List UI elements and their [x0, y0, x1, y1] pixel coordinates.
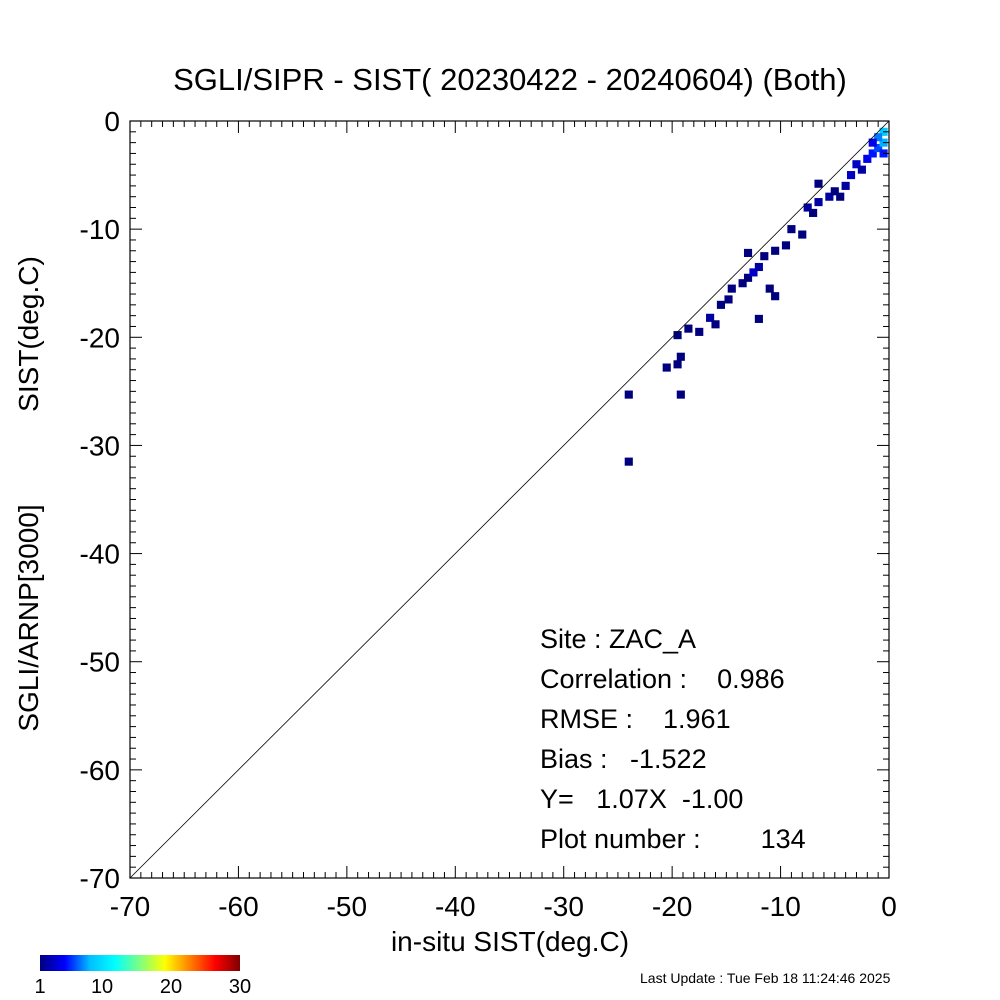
density-cell: [676, 352, 685, 361]
density-cell: [857, 165, 866, 174]
density-cell: [727, 284, 736, 293]
y-axis-label: SGLI/ARNP[3000] SIST(deg.C): [13, 256, 44, 731]
density-cell: [624, 457, 633, 466]
x-tick-label: -20: [652, 891, 692, 922]
density-cell: [706, 313, 715, 322]
x-tick-label: -70: [110, 891, 150, 922]
density-cell: [760, 252, 769, 261]
x-tick-label: -30: [543, 891, 583, 922]
density-cell: [787, 225, 796, 234]
colorbar-tick-label: 30: [229, 976, 251, 998]
density-cell: [738, 279, 747, 288]
x-axis-label: in-situ SIST(deg.C): [391, 926, 629, 957]
density-cell: [749, 268, 758, 277]
y-axis-label-line-2: SIST(deg.C): [13, 256, 44, 412]
y-tick-label: -50: [80, 647, 120, 678]
density-cell: [874, 143, 883, 153]
density-cell: [846, 171, 856, 180]
y-tick-label: -10: [80, 214, 120, 245]
density-cell: [684, 324, 693, 333]
density-cell: [716, 300, 726, 309]
colorbar-tick-label: 1: [34, 976, 45, 998]
density-cell: [863, 154, 872, 163]
last-update-text: Last Update : Tue Feb 18 11:24:46 2025: [640, 970, 891, 986]
stats-panel: Site : ZAC_A Correlation : 0.986 RMSE : …: [540, 624, 806, 854]
colorbar: [40, 955, 240, 971]
one-to-one-line: [129, 120, 890, 879]
axis-ticks: [129, 120, 890, 879]
density-cell: [754, 314, 763, 323]
density-cell: [673, 331, 682, 340]
density-cell: [743, 248, 753, 257]
density-cell: [798, 230, 807, 239]
density-cell: [754, 262, 763, 272]
density-cell: [695, 327, 704, 336]
colorbar-tick-label: 20: [160, 976, 182, 998]
stat-rmse: RMSE : 1.961: [540, 704, 731, 734]
density-cell: [868, 138, 877, 147]
x-tick-label: -60: [218, 891, 258, 922]
stat-regression: Y= 1.07X -1.00: [540, 784, 743, 814]
y-tick-label: -40: [80, 539, 120, 570]
x-tick-label: -50: [327, 891, 367, 922]
density-cell: [852, 160, 861, 169]
x-tick-label: -40: [435, 891, 475, 922]
density-cell: [874, 133, 883, 142]
density-cell: [662, 363, 671, 372]
x-tick-label: -10: [760, 891, 800, 922]
density-cell: [814, 179, 823, 188]
density-cell: [868, 149, 877, 158]
density-cell: [771, 292, 780, 301]
colorbar-tick-label: 10: [91, 976, 113, 998]
stat-site: Site : ZAC_A: [540, 624, 696, 654]
y-tick-label: -70: [80, 863, 120, 894]
chart-title: SGLI/SIPR - SIST( 20230422 - 20240604) (…: [173, 62, 847, 97]
density-cell: [771, 246, 780, 255]
density-cell: [841, 181, 850, 190]
stat-bias: Bias : -1.522: [540, 744, 707, 774]
y-tick-label: 0: [104, 106, 120, 137]
density-cell: [814, 198, 823, 207]
density-cell: [803, 203, 812, 212]
y-tick-label: -20: [80, 322, 120, 353]
density-cell: [673, 360, 682, 369]
plot-area: [129, 120, 890, 879]
density-cell: [676, 390, 685, 399]
y-tick-label: -30: [80, 430, 120, 461]
density-cell: [825, 192, 834, 201]
density-cell: [743, 273, 753, 282]
x-tick-label: 0: [881, 891, 897, 922]
y-axis-label-line-1: SGLI/ARNP[3000]: [13, 504, 44, 731]
y-tick-label: -60: [80, 755, 120, 786]
density-cell: [830, 187, 839, 196]
stat-plot-number: Plot number : 134: [540, 824, 806, 854]
density-cell: [724, 295, 733, 304]
density-cell: [711, 320, 720, 329]
density-cell: [809, 208, 818, 217]
colorbar-labels: 1 10 20 30: [34, 976, 251, 998]
tick-labels: -70 -60 -50 -40 -30 -20 -10 0 -70 -60 -50 -40 -30 -20…: [80, 106, 897, 922]
density-cell: [765, 284, 774, 293]
stat-correlation: Correlation : 0.986: [540, 664, 785, 694]
density-cell: [624, 390, 633, 399]
density-cell: [781, 241, 791, 250]
density-cell: [836, 192, 845, 201]
